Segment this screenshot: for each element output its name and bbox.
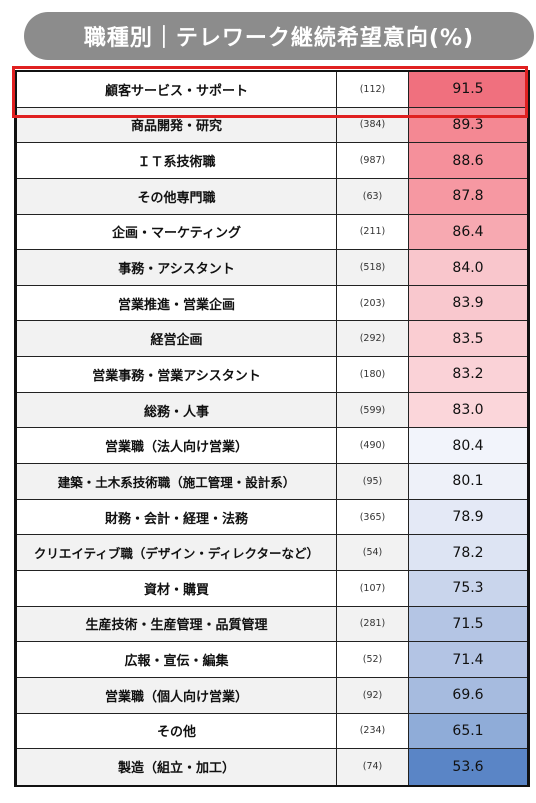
table-row: 総務・人事 (599) 83.0 <box>17 392 527 429</box>
row-label: 営業事務・営業アシスタント <box>17 357 337 392</box>
row-sample-size: (107) <box>337 570 409 606</box>
row-value: 71.4 <box>409 642 527 677</box>
table-row: その他専門職 (63) 87.8 <box>17 178 527 215</box>
row-value: 80.4 <box>409 428 527 464</box>
row-value: 65.1 <box>409 713 527 749</box>
row-value: 83.9 <box>409 285 527 321</box>
row-label: クリエイティブ職（デザイン・ディレクターなど） <box>17 535 337 570</box>
row-value: 71.5 <box>409 606 527 642</box>
row-label: その他専門職 <box>17 178 337 214</box>
row-sample-size: (987) <box>337 143 409 178</box>
row-label: 営業推進・営業企画 <box>17 285 337 321</box>
row-sample-size: (112) <box>337 72 409 107</box>
row-label: その他 <box>17 713 337 749</box>
table-row: クリエイティブ職（デザイン・ディレクターなど） (54) 78.2 <box>17 535 527 571</box>
row-sample-size: (518) <box>337 250 409 285</box>
row-value: 88.6 <box>409 143 527 178</box>
row-value: 91.5 <box>409 72 527 107</box>
row-label: 資材・購買 <box>17 570 337 606</box>
row-label: 建築・土木系技術職（施工管理・設計系） <box>17 464 337 499</box>
row-value: 83.5 <box>409 321 527 357</box>
row-sample-size: (92) <box>337 677 409 713</box>
table-row: 生産技術・生産管理・品質管理 (281) 71.5 <box>17 606 527 643</box>
table-row: 建築・土木系技術職（施工管理・設計系） (95) 80.1 <box>17 464 527 500</box>
row-sample-size: (95) <box>337 464 409 499</box>
row-sample-size: (74) <box>337 749 409 785</box>
table-row: 営業職（個人向け営業） (92) 69.6 <box>17 677 527 714</box>
table-row: 顧客サービス・サポート (112) 91.5 <box>17 72 527 108</box>
row-label: 商品開発・研究 <box>17 107 337 143</box>
row-sample-size: (211) <box>337 214 409 250</box>
row-label: 事務・アシスタント <box>17 250 337 285</box>
row-sample-size: (365) <box>337 499 409 535</box>
table-row: 製造（組立・加工） (74) 53.6 <box>17 749 527 785</box>
row-sample-size: (54) <box>337 535 409 570</box>
table-row: 資材・購買 (107) 75.3 <box>17 570 527 607</box>
table-row: 営業職（法人向け営業） (490) 80.4 <box>17 428 527 465</box>
row-label: 企画・マーケティング <box>17 214 337 250</box>
table-row: 商品開発・研究 (384) 89.3 <box>17 107 527 144</box>
table-row: 企画・マーケティング (211) 86.4 <box>17 214 527 251</box>
row-value: 78.9 <box>409 499 527 535</box>
row-value: 87.8 <box>409 178 527 214</box>
row-label: 顧客サービス・サポート <box>17 72 337 107</box>
row-value: 86.4 <box>409 214 527 250</box>
row-label: ＩＴ系技術職 <box>17 143 337 178</box>
row-value: 84.0 <box>409 250 527 285</box>
row-sample-size: (203) <box>337 285 409 321</box>
table-row: 事務・アシスタント (518) 84.0 <box>17 250 527 286</box>
table-row: ＩＴ系技術職 (987) 88.6 <box>17 143 527 179</box>
row-value: 69.6 <box>409 677 527 713</box>
table-row: 営業事務・営業アシスタント (180) 83.2 <box>17 357 527 393</box>
row-label: 営業職（個人向け営業） <box>17 677 337 713</box>
row-sample-size: (63) <box>337 178 409 214</box>
data-table: 顧客サービス・サポート (112) 91.5 商品開発・研究 (384) 89.3 ＩＴ系技… <box>14 70 530 787</box>
table-row: 営業推進・営業企画 (203) 83.9 <box>17 285 527 322</box>
row-label: 営業職（法人向け営業） <box>17 428 337 464</box>
row-sample-size: (234) <box>337 713 409 749</box>
chart-title: 職種別｜テレワーク継続希望意向(%) <box>24 12 534 60</box>
row-sample-size: (52) <box>337 642 409 677</box>
row-sample-size: (599) <box>337 392 409 428</box>
row-value: 53.6 <box>409 749 527 785</box>
table-row: その他 (234) 65.1 <box>17 713 527 750</box>
row-label: 経営企画 <box>17 321 337 357</box>
row-value: 89.3 <box>409 107 527 143</box>
row-sample-size: (384) <box>337 107 409 143</box>
row-value: 80.1 <box>409 464 527 499</box>
row-sample-size: (490) <box>337 428 409 464</box>
row-sample-size: (281) <box>337 606 409 642</box>
row-value: 83.0 <box>409 392 527 428</box>
row-value: 75.3 <box>409 570 527 606</box>
row-value: 78.2 <box>409 535 527 570</box>
row-label: 生産技術・生産管理・品質管理 <box>17 606 337 642</box>
row-label: 広報・宣伝・編集 <box>17 642 337 677</box>
row-label: 総務・人事 <box>17 392 337 428</box>
row-label: 製造（組立・加工） <box>17 749 337 785</box>
table-row: 広報・宣伝・編集 (52) 71.4 <box>17 642 527 678</box>
table-row: 財務・会計・経理・法務 (365) 78.9 <box>17 499 527 536</box>
row-value: 83.2 <box>409 357 527 392</box>
row-sample-size: (180) <box>337 357 409 392</box>
row-label: 財務・会計・経理・法務 <box>17 499 337 535</box>
row-sample-size: (292) <box>337 321 409 357</box>
table-row: 経営企画 (292) 83.5 <box>17 321 527 358</box>
